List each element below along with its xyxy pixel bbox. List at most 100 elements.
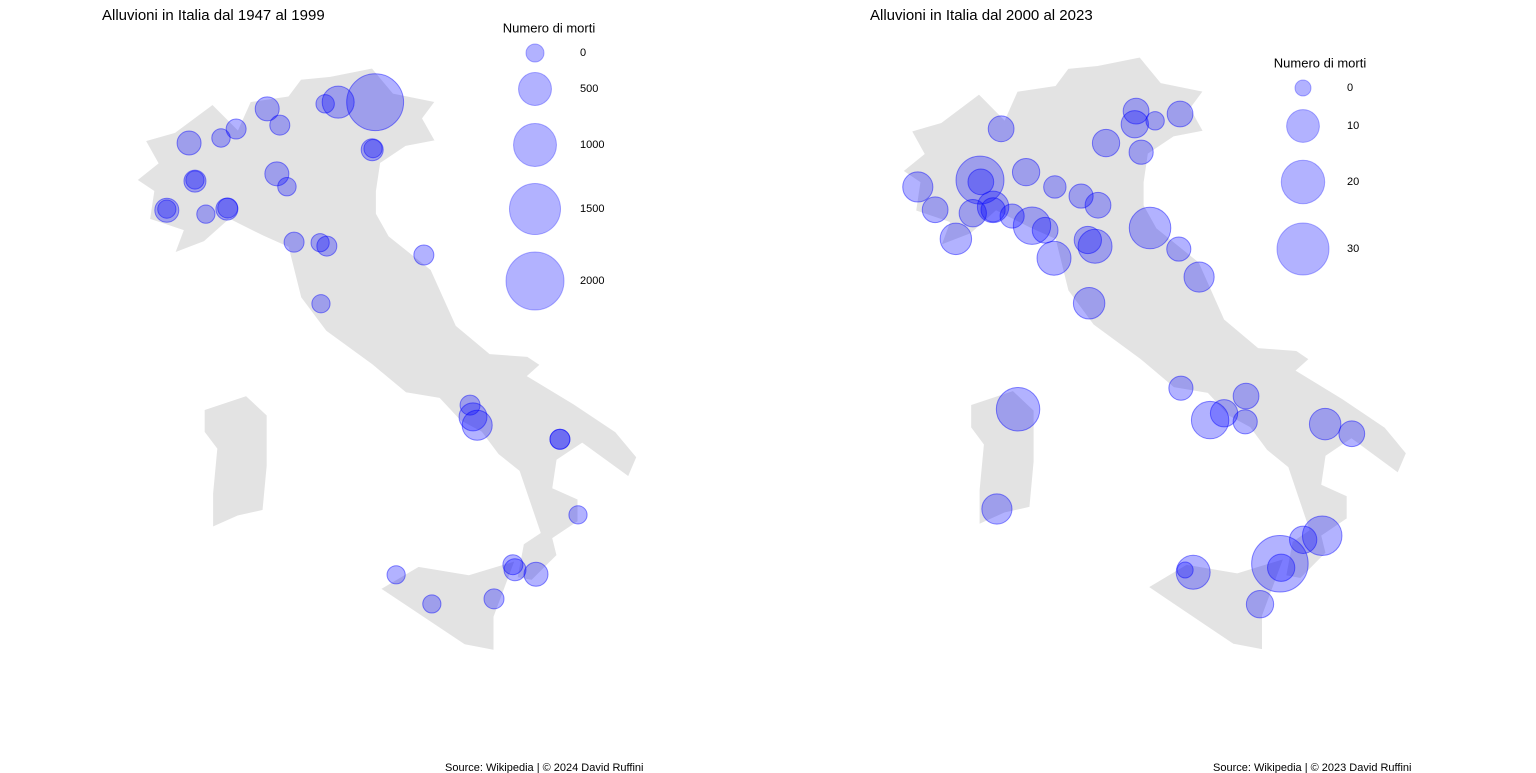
flood-bubble [1166,236,1192,262]
legend-label: 2000 [580,275,604,287]
flood-bubble [1245,590,1275,619]
flood-bubble [315,94,335,114]
flood-bubble [1073,225,1103,255]
flood-bubble [523,561,549,587]
flood-bubble [967,168,995,196]
flood-bubble [1072,287,1106,320]
flood-bubble [215,197,239,221]
flood-bubble [1011,157,1041,187]
flood-bubble [483,588,505,610]
flood-bubble [1232,409,1258,435]
flood-bubble [1145,111,1165,131]
flood-bubble [321,85,355,119]
flood-bubble [955,155,1005,205]
flood-bubble [422,594,442,614]
flood-bubble [939,222,973,256]
flood-bubble [1128,139,1154,165]
flood-bubble [413,244,435,266]
map-panel: Alluvioni in Italia dal 2000 al 2023 Nume… [870,7,1411,773]
flood-bubble [311,294,331,314]
flood-bubble [1166,100,1194,128]
flood-bubble [176,130,202,156]
flood-bubble [1209,399,1239,428]
flood-bubble [958,199,987,228]
map-panel: Alluvioni in Italia dal 1947 al 1999 Nume… [102,7,643,773]
legend-title: Numero di morti [1274,55,1367,70]
flood-bubble [1036,240,1072,276]
legend-label: 500 [580,83,598,95]
flood-bubble [1338,420,1366,448]
flood-bubble [217,197,239,219]
flood-bubble [921,196,949,224]
flood-bubble [1308,407,1342,441]
flood-bubble [1168,375,1194,401]
flood-bubble [902,171,934,203]
flood-bubble [386,565,406,585]
land [970,389,1035,526]
flood-bubble [1068,183,1094,209]
legend-label: 0 [1347,82,1353,94]
legend-bubble [1276,222,1330,276]
flood-bubble [1120,110,1149,139]
land [1147,557,1285,651]
flood-bubble [549,428,571,450]
flood-bubble [360,138,384,162]
flood-bubble [1183,261,1215,293]
flood-bubble [1077,228,1113,264]
flood-bubble [277,177,297,197]
land [136,67,638,581]
legend-label: 1500 [580,203,604,215]
flood-bubble [1190,400,1230,440]
legend-bubble [1286,109,1320,143]
map-title: Alluvioni in Italia dal 2000 al 2023 [870,7,1093,24]
flood-bubble [1012,206,1052,245]
flood-bubble [458,402,488,432]
flood-bubble [316,235,338,257]
legend-bubble [513,123,557,167]
map-title: Alluvioni in Italia dal 1947 al 1999 [102,7,325,24]
flood-bubble [211,128,231,148]
source-note: Source: Wikipedia | © 2023 David Ruffini [1213,762,1411,773]
flood-bubble [461,409,493,441]
flood-bubble [1043,175,1067,199]
legend-label: 20 [1347,176,1359,188]
flood-bubble [157,199,177,219]
flood-bubble [1084,191,1112,219]
legend-bubble [525,43,545,63]
flood-bubble [183,169,207,193]
flood-bubble [225,118,247,140]
flood-bubble [1031,216,1059,244]
flood-bubble [502,554,524,576]
flood-bubble [254,96,280,122]
flood-bubble [1301,515,1343,557]
flood-bubble [995,387,1041,432]
flood-bubble [1122,97,1150,125]
legend-label: 10 [1347,120,1359,132]
flood-bubble [568,505,588,525]
legend-bubble [518,72,552,106]
flood-bubble [264,161,290,187]
legend-label: 30 [1347,243,1359,255]
flood-bubble [363,139,383,159]
flood-bubble [1232,382,1260,410]
flood-bubble [1175,554,1211,590]
flood-bubble [283,231,305,253]
land [203,395,268,528]
flood-bubble [269,114,291,136]
flood-bubble [1289,525,1318,554]
legend-bubble [508,182,562,236]
flood-bubble [154,197,180,223]
flood-bubble [1251,534,1309,593]
legend-bubble [1294,79,1312,97]
land [379,560,516,652]
flood-bubble [549,428,571,450]
flood-bubble [976,190,1010,224]
source-note: Source: Wikipedia | © 2024 David Ruffini [445,762,643,773]
flood-bubble [185,170,205,190]
flood-bubble [346,73,405,132]
flood-bubble [999,203,1025,229]
legend-bubble [505,251,565,311]
flood-bubble [1176,561,1194,579]
